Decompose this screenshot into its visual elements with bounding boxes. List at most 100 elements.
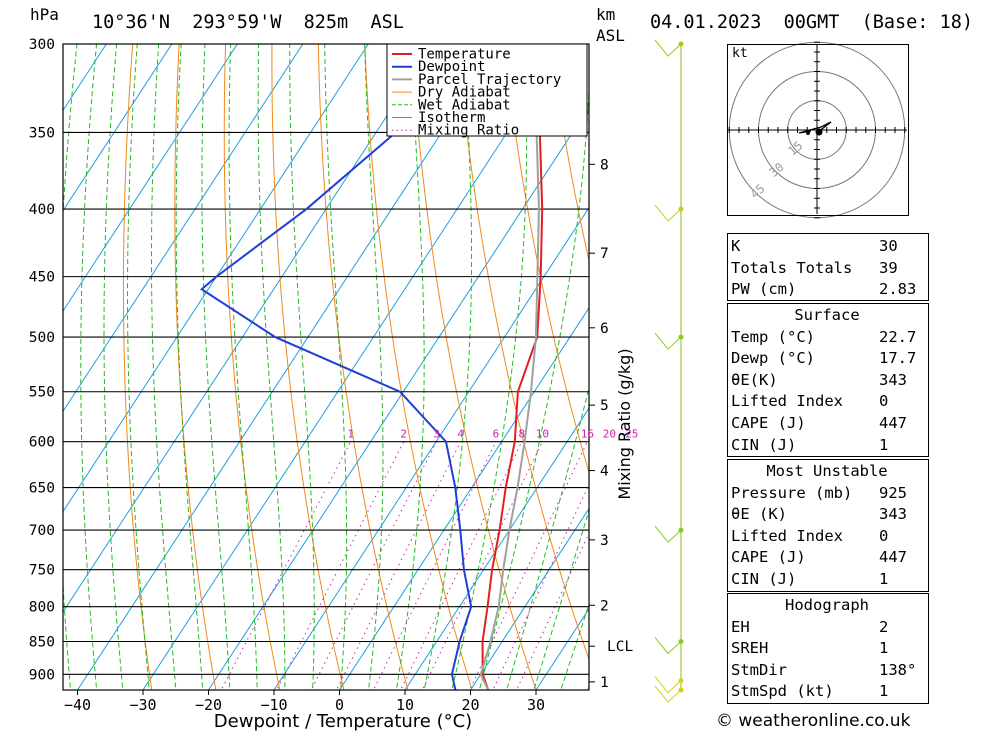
legend-entry: Dry Adiabat	[418, 85, 511, 101]
most-unstable-box	[727, 459, 929, 592]
mixing-ratio-line	[421, 441, 543, 690]
pressure-tick-label: 400	[29, 202, 55, 218]
mixing-ratio-line	[492, 483, 589, 690]
pressure-tick-label: 300	[29, 37, 55, 53]
mu-value: 1	[879, 569, 889, 588]
credit-link[interactable]: © weatheronline.co.uk	[716, 711, 911, 731]
hodograph-point	[806, 131, 810, 135]
wet-adiabat-line	[560, 602, 589, 690]
index-row-totals: Totals Totals 39	[727, 258, 927, 280]
km-tick-label: 7	[600, 246, 609, 262]
isotherm-line	[208, 106, 589, 690]
wet-adiabat-line	[289, 44, 315, 690]
hodo-label: StmDir	[731, 660, 787, 679]
pressure-tick-label: 900	[29, 667, 55, 683]
axes: 1 2 3 4 6 8 10 16 20 2530035040045050055060065070…	[29, 37, 639, 714]
temp-tick-label: −20	[195, 696, 222, 714]
mixing-ratio-tick-label: 4	[457, 428, 464, 441]
mixing-ratio-line	[276, 441, 405, 690]
x-axis-label: Dewpoint / Temperature (°C)	[214, 711, 472, 732]
km-tick-label: 8	[600, 157, 609, 173]
wet-adiabat-line	[175, 44, 204, 690]
hodo-value: 2	[879, 617, 889, 636]
surface-value: 22.7	[879, 327, 917, 346]
dewpoint-line	[199, 44, 473, 690]
mu-label: CAPE (J)	[731, 548, 806, 567]
surface-value: 17.7	[879, 349, 917, 368]
pressure-tick-label: 850	[29, 634, 55, 650]
index-row-k: K 30	[727, 236, 927, 258]
isotherm-line	[339, 307, 589, 690]
temp-tick-label: 0	[335, 696, 344, 714]
hodograph-title: Hodograph	[785, 596, 869, 614]
mu-row: θE (K) 343	[727, 504, 927, 526]
surface-table: Surface Temp (°C) 22.7 Dewp (°C) 17.7 θE(K…	[727, 305, 927, 456]
temp-tick-label: −40	[64, 696, 91, 714]
mu-label: Lifted Index	[731, 526, 843, 545]
hodograph-stats-table: Hodograph EH 2 SREH 1 StmDir 138° StmSpd (k…	[727, 595, 927, 703]
surface-label: Temp (°C)	[731, 327, 815, 346]
wind-barb	[654, 332, 682, 350]
profiles	[199, 44, 544, 690]
surface-row: CAPE (J) 447	[727, 413, 927, 435]
hodo-row: StmSpd (kt) 1	[727, 681, 927, 703]
wet-adiabat-line	[257, 44, 286, 690]
mu-value: 343	[879, 505, 907, 524]
indices-box	[727, 233, 929, 301]
hpa-unit-label: hPa	[30, 5, 59, 24]
isotherm-line	[63, 44, 238, 312]
hodo-row: StmDir 138°	[727, 660, 927, 682]
mu-label: θE (K)	[731, 505, 787, 524]
temp-tick-label: 20	[461, 696, 479, 714]
legend-entry: Temperature	[418, 47, 511, 63]
hodo-value: 138°	[879, 660, 917, 679]
km-tick-label: 4	[600, 464, 609, 480]
index-value: 39	[879, 258, 898, 277]
km-tick-label: 1	[600, 675, 609, 691]
surface-row: θE(K) 343	[727, 370, 927, 392]
pressure-tick-label: 350	[29, 125, 55, 141]
surface-row: Temp (°C) 22.7	[727, 327, 927, 349]
surface-row: CIN (J) 1	[727, 435, 927, 457]
wet-adiabat-line	[451, 44, 528, 690]
index-label: K	[731, 237, 741, 255]
index-row-pw: PW (cm) 2.83	[727, 279, 927, 301]
legend-entry: Mixing Ratio	[418, 123, 519, 139]
temp-tick-label: −10	[260, 696, 287, 714]
pressure-tick-label: 600	[29, 435, 55, 451]
legend-entry: Parcel Trajectory	[418, 72, 561, 88]
wet-adiabat-line	[201, 44, 231, 690]
km-tick-label: 5	[600, 398, 609, 414]
isotherm-line	[63, 44, 435, 613]
pressure-tick-label: 450	[29, 270, 55, 286]
wet-adiabat-line	[395, 44, 425, 690]
mu-value: 447	[879, 548, 907, 567]
wet-adiabat-line	[127, 44, 150, 690]
surface-label: CIN (J)	[731, 435, 797, 454]
hodo-row: EH 2	[727, 617, 927, 639]
lcl-label: LCL	[607, 639, 633, 655]
wind-barb-column	[654, 39, 684, 703]
wind-barb	[654, 204, 682, 222]
mixing-ratio-tick-label: 6	[493, 428, 500, 441]
surface-value: 0	[879, 392, 889, 411]
hodograph-trace	[798, 121, 832, 134]
temp-tick-label: 10	[396, 696, 414, 714]
surface-title: Surface	[794, 306, 860, 324]
dry-adiabat-line	[174, 44, 217, 690]
wet-adiabat-line	[478, 80, 589, 690]
temp-tick-label: 30	[527, 696, 545, 714]
mixing-ratio-line	[310, 441, 437, 690]
most-unstable-table: Most Unstable Pressure (mb) 925 θE (K) 343…	[727, 461, 927, 591]
mu-label: Pressure (mb)	[731, 483, 853, 502]
mu-row: Lifted Index 0	[727, 526, 927, 548]
mu-row: CIN (J) 1	[727, 569, 927, 591]
surface-row: Lifted Index 0	[727, 391, 927, 413]
isotherm-line	[142, 44, 566, 690]
legend-entry: Isotherm	[418, 110, 485, 126]
storm-motion-dot	[815, 128, 823, 136]
isotherm-line	[63, 44, 369, 513]
forecast-datetime: 04.01.2023 00GMT (Base: 18)	[650, 12, 973, 33]
mu-value: 0	[879, 526, 889, 545]
